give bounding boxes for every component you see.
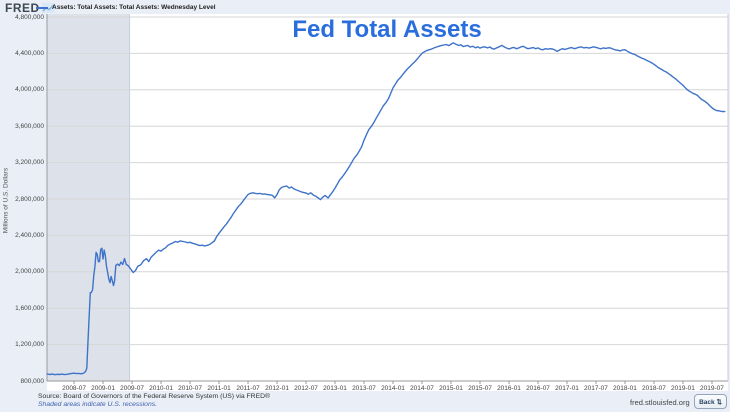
series-line <box>46 42 726 376</box>
fred-logo: FRED <box>5 1 55 15</box>
recession-shading-note: Shaded areas indicate U.S. recessions. <box>38 401 158 408</box>
back-button[interactable]: Back ⇅ <box>694 394 727 409</box>
legend-series-label: Assets: Total Assets: Total Assets: Wedn… <box>52 4 216 11</box>
chart-title: Fed Total Assets <box>292 16 482 43</box>
fred-logo-text: FRED <box>5 1 40 15</box>
fred-site-link[interactable]: fred.stlouisfed.org <box>630 398 690 407</box>
fred-sparkline-icon <box>41 3 55 13</box>
y-axis-title: Millions of U.S. Dollars <box>2 167 10 234</box>
legend-line-swatch <box>36 6 48 9</box>
source-attribution: Source: Board of Governors of the Federa… <box>38 393 271 400</box>
plot-background <box>47 14 728 391</box>
series-legend: Assets: Total Assets: Total Assets: Wedn… <box>36 4 216 11</box>
